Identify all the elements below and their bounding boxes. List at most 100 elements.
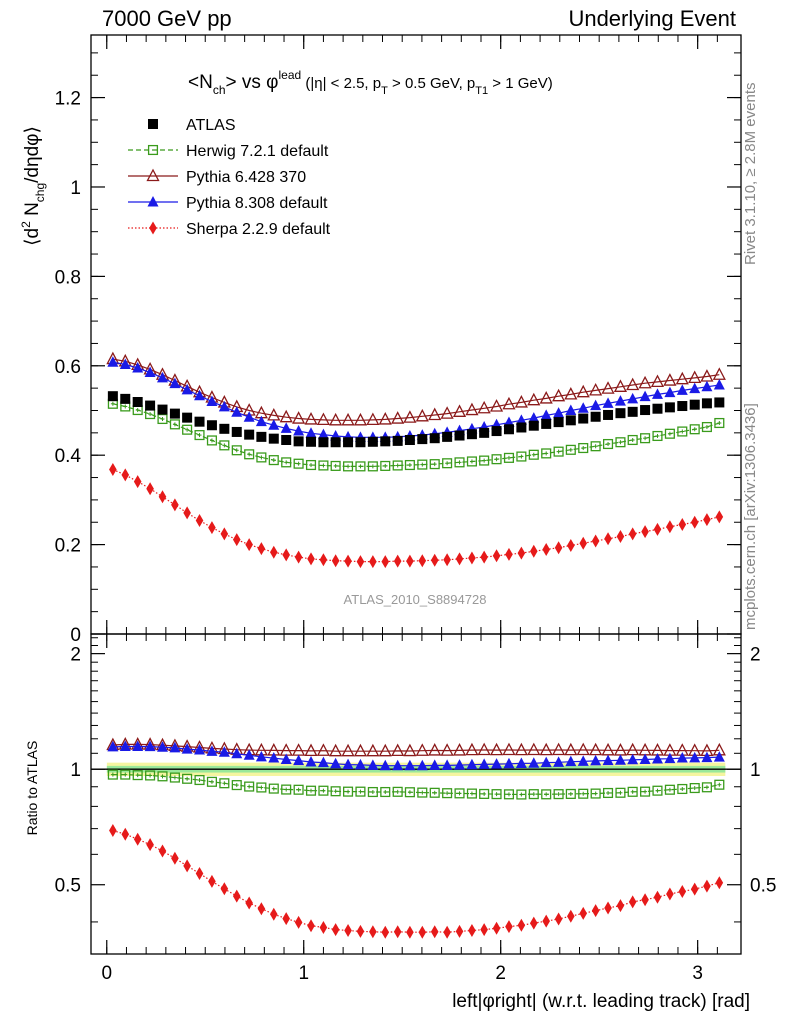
ratio-point: [553, 789, 564, 800]
ratio-point: [540, 756, 552, 768]
ratio-point: [391, 743, 405, 757]
data-point: [231, 445, 242, 456]
data-point: [381, 555, 390, 569]
ratio-point: [539, 742, 553, 756]
ratio-point: [330, 757, 342, 769]
data-point: [268, 419, 280, 430]
data-point: [268, 433, 279, 444]
data-point: [380, 460, 391, 471]
data-point: [589, 382, 603, 396]
ratio-point: [489, 742, 504, 756]
ratio-point: [344, 923, 352, 937]
data-point: [169, 419, 180, 430]
data-point: [701, 421, 712, 433]
data-point: [344, 554, 352, 568]
data-point: [514, 395, 528, 408]
data-point: [245, 538, 253, 552]
main-y-tick-label: 1.2: [55, 89, 81, 110]
data-point: [455, 552, 464, 566]
data-point: [576, 384, 590, 398]
data-point: [491, 426, 502, 437]
ratio-point: [404, 759, 416, 771]
ratio-point: [317, 756, 329, 768]
ratio-point: [280, 753, 292, 764]
data-point: [516, 451, 527, 462]
data-point: [293, 458, 304, 469]
ratio-point: [341, 743, 355, 757]
ratio-point: [367, 786, 378, 798]
ratio-point: [466, 758, 478, 770]
ratio-point: [379, 759, 391, 771]
data-point: [318, 460, 329, 471]
data-point: [578, 442, 589, 454]
data-point: [231, 426, 242, 437]
data-point: [393, 554, 402, 568]
ratio-point: [479, 788, 490, 799]
ratio-point: [268, 783, 279, 794]
data-point: [220, 527, 229, 541]
ratio-point: [392, 759, 404, 771]
data-point: [639, 390, 651, 402]
ratio-point: [666, 887, 674, 901]
ratio-point: [616, 899, 625, 913]
ratio-point: [369, 925, 377, 939]
legend-label: Herwig 7.2.1 default: [186, 143, 329, 160]
data-point: [208, 521, 216, 535]
ratio-point: [381, 925, 390, 939]
data-point: [616, 530, 625, 544]
ratio-point: [541, 789, 552, 800]
ratio-y-tick-label-right: 2: [750, 645, 761, 666]
ratio-point: [109, 824, 117, 838]
ratio-point: [107, 769, 118, 780]
ratio-point: [355, 786, 366, 797]
data-point: [206, 395, 218, 407]
data-point: [529, 544, 538, 558]
data-point: [604, 532, 612, 546]
data-point: [256, 431, 267, 442]
data-point: [664, 428, 675, 439]
data-point: [319, 553, 328, 567]
data-point: [292, 411, 306, 424]
legend-item: Sherpa 2.2.9 default: [128, 221, 331, 238]
ratio-point: [144, 740, 156, 752]
x-tick-label: 0: [101, 963, 112, 984]
data-point: [466, 429, 477, 440]
ratio-point: [331, 923, 340, 937]
ratio-y-tick-label: 2: [70, 645, 81, 666]
data-point: [392, 435, 403, 446]
ratio-plot-area: 0.5 0.5 1 1 2 2 0 1 2 3 Ratio to ATLAS left|φrigh…: [24, 633, 776, 1012]
data-point: [132, 396, 143, 407]
data-point: [133, 475, 142, 489]
data-point: [121, 468, 130, 482]
data-point: [440, 406, 454, 419]
ratio-y-tick-label: 0.5: [55, 876, 81, 897]
ratio-line: [112, 743, 720, 752]
ratio-point: [652, 785, 663, 796]
data-point: [304, 412, 318, 425]
ratio-point: [503, 789, 515, 800]
legend-label: Pythia 8.308 default: [186, 195, 328, 212]
ratio-point: [552, 742, 566, 756]
ratio-point: [181, 743, 193, 754]
ratio-point: [714, 779, 725, 790]
data-point: [652, 430, 663, 442]
data-point: [244, 429, 255, 440]
ratio-point: [404, 787, 415, 798]
ratio-point: [466, 788, 477, 799]
data-point: [517, 546, 526, 560]
data-point: [417, 459, 428, 470]
data-point: [626, 377, 640, 391]
data-point: [677, 426, 688, 437]
data-point: [565, 415, 576, 426]
data-point: [613, 379, 628, 392]
watermark: ATLAS_2010_S8894728: [344, 592, 487, 607]
ratio-point: [269, 907, 278, 921]
data-point: [664, 386, 676, 398]
data-point: [418, 554, 427, 568]
ratio-point: [356, 924, 365, 938]
data-point: [638, 375, 652, 389]
data-point: [553, 407, 565, 418]
ratio-point: [119, 740, 131, 751]
data-point: [146, 482, 154, 496]
ratio-point: [715, 876, 724, 890]
